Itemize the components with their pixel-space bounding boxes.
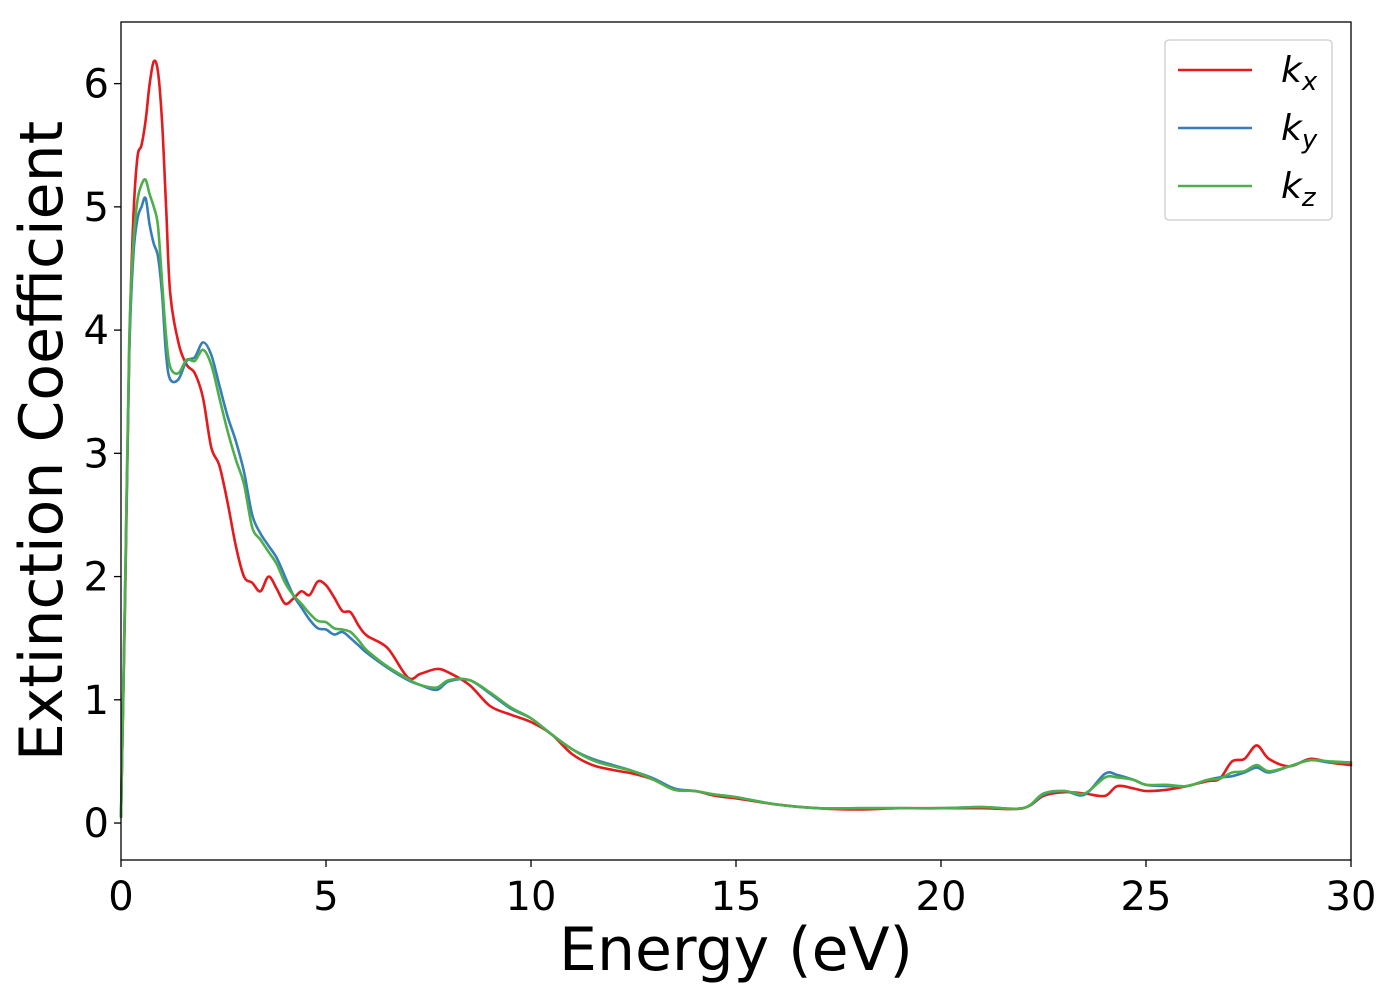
plot-series [119, 59, 1353, 819]
y-tick-label: 2 [84, 555, 109, 601]
legend-subscript: z [1301, 183, 1317, 213]
y-tick-label: 4 [84, 308, 109, 354]
y-tick-label: 1 [84, 678, 109, 724]
legend-subscript: y [1301, 125, 1318, 155]
x-tick-label: 30 [1326, 874, 1377, 920]
y-tick-label: 5 [84, 185, 109, 231]
x-tick-label: 20 [916, 874, 967, 920]
legend-box [1164, 39, 1333, 221]
y-tick-label: 6 [84, 62, 109, 108]
legend-subscript: x [1301, 67, 1318, 97]
x-axis-title: Energy (eV) [559, 915, 913, 985]
x-tick-label: 5 [313, 874, 338, 920]
x-axis-ticks: 0 5 10 15 20 25 30 [108, 860, 1376, 920]
x-tick-label: 15 [711, 874, 762, 920]
x-tick-label: 10 [506, 874, 557, 920]
series-line-kz [119, 178, 1353, 819]
y-tick-label: 0 [84, 801, 109, 847]
y-axis-title: Extinction Coefficient [7, 121, 77, 761]
y-axis-ticks: 0 1 2 3 4 5 6 [84, 62, 121, 847]
x-tick-label: 0 [108, 874, 133, 920]
x-tick-label: 25 [1121, 874, 1172, 920]
y-tick-label: 3 [84, 431, 109, 477]
series-line-kx [119, 59, 1353, 819]
series-line-ky [119, 196, 1353, 819]
